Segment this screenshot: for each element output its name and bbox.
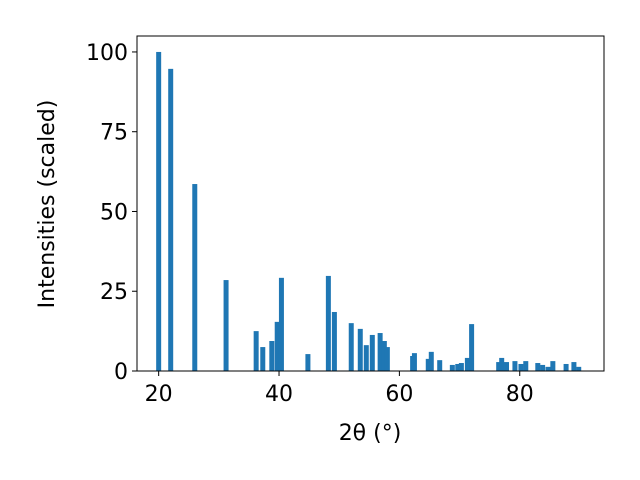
bar <box>425 358 431 371</box>
bar <box>576 366 582 371</box>
bar <box>377 333 383 371</box>
bar <box>357 328 363 371</box>
bar <box>469 324 475 371</box>
bar <box>269 341 275 371</box>
y-tick-label: 50 <box>100 200 128 225</box>
bar <box>381 341 387 371</box>
bar <box>563 363 569 371</box>
bar <box>278 277 284 371</box>
bar <box>571 362 577 371</box>
bar <box>369 334 375 371</box>
bar <box>464 357 470 371</box>
x-tick-label: 60 <box>385 382 413 407</box>
bar <box>518 363 524 371</box>
bar <box>274 321 280 371</box>
bar <box>535 363 541 371</box>
bar <box>455 363 461 371</box>
x-tick-label: 20 <box>145 382 173 407</box>
bar <box>512 361 518 371</box>
x-tick-label: 40 <box>265 382 293 407</box>
bar <box>499 357 505 371</box>
bar <box>449 364 455 371</box>
bar <box>363 345 369 371</box>
bar <box>156 51 162 371</box>
bar <box>550 361 556 371</box>
bar <box>325 275 331 371</box>
bar <box>384 347 390 371</box>
bar <box>260 347 266 371</box>
y-tick-label: 0 <box>114 360 128 385</box>
bar <box>504 362 510 371</box>
x-tick-label: 80 <box>506 382 534 407</box>
bar <box>437 360 443 371</box>
y-axis-label: Intensities (scaled) <box>35 100 60 309</box>
y-tick-label: 100 <box>86 41 128 66</box>
x-axis-label: 2θ (°) <box>339 421 402 446</box>
bar <box>411 353 417 371</box>
bar <box>458 363 464 371</box>
bar <box>192 184 198 371</box>
bar <box>348 323 354 371</box>
bar <box>305 354 311 371</box>
bar <box>331 311 337 371</box>
bar <box>496 362 502 371</box>
bar <box>253 331 259 371</box>
bar <box>540 364 546 371</box>
bar <box>523 361 529 371</box>
bar <box>223 280 229 371</box>
y-tick-label: 25 <box>100 280 128 305</box>
y-tick-label: 75 <box>100 121 128 146</box>
bar <box>545 366 551 371</box>
bar <box>168 68 174 371</box>
plot-frame <box>136 35 605 372</box>
bar <box>428 351 434 371</box>
